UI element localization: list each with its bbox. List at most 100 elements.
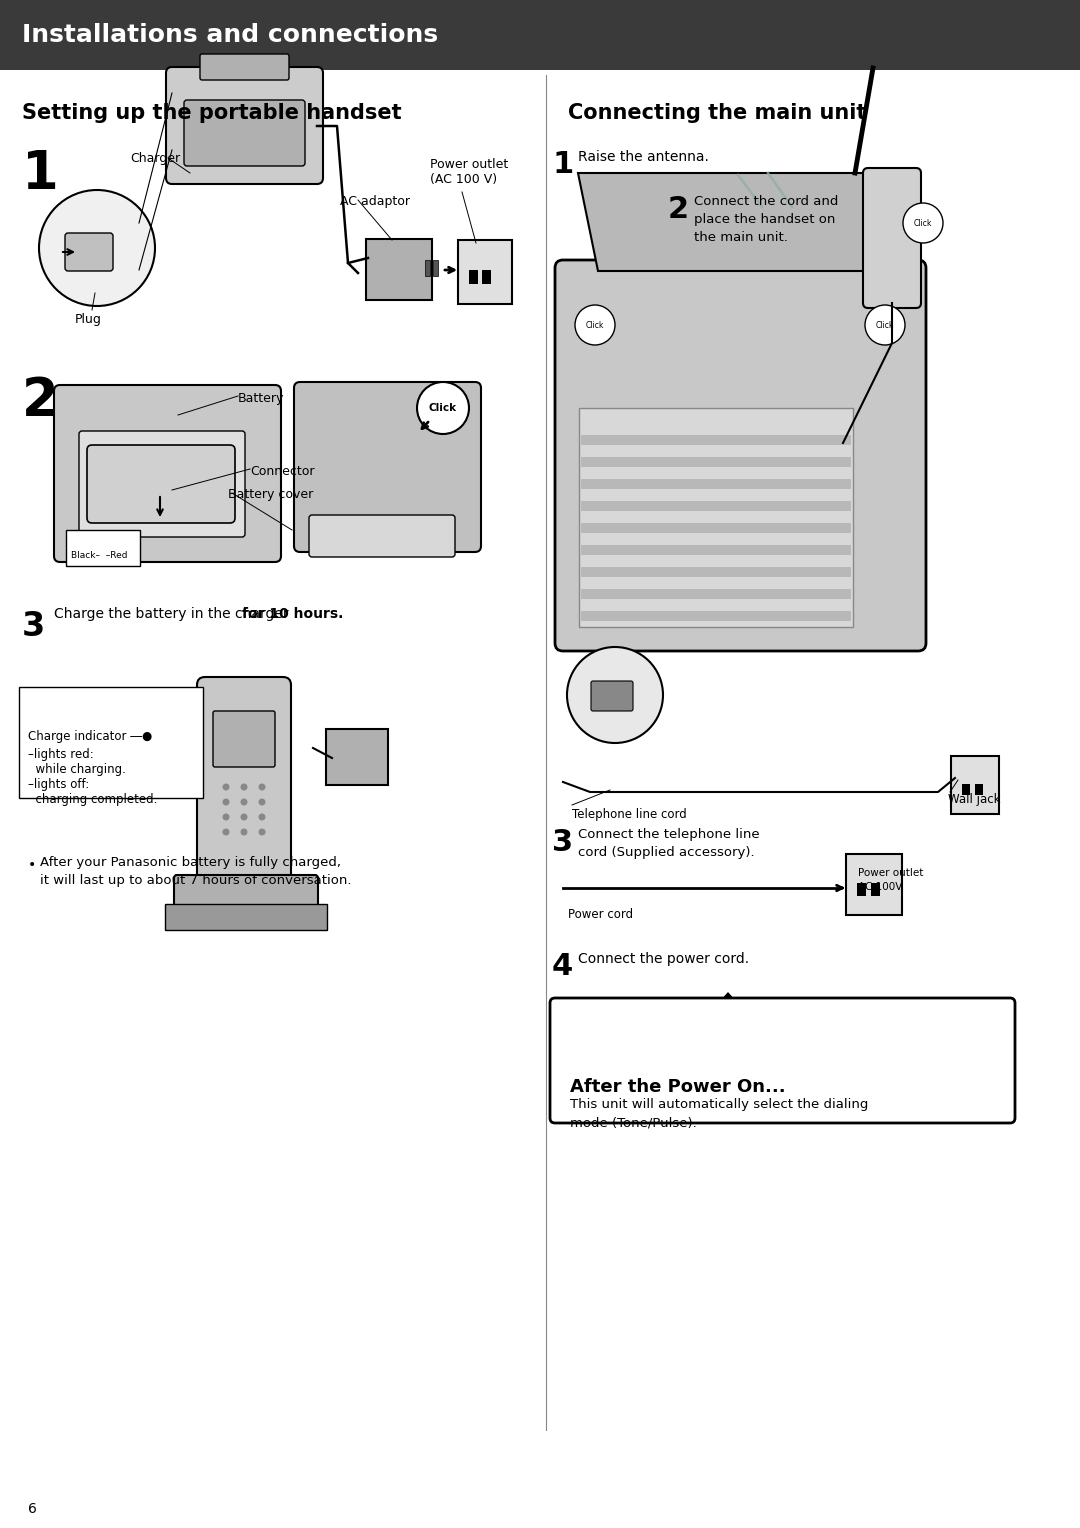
Text: Connect the power cord.: Connect the power cord. — [578, 952, 750, 966]
Text: Connect the telephone line
cord (Supplied accessory).: Connect the telephone line cord (Supplie… — [578, 828, 759, 859]
FancyBboxPatch shape — [458, 240, 512, 304]
FancyBboxPatch shape — [54, 385, 281, 562]
Text: Raise the antenna.: Raise the antenna. — [578, 150, 708, 163]
FancyBboxPatch shape — [213, 711, 275, 767]
FancyBboxPatch shape — [579, 408, 853, 626]
Text: Click: Click — [914, 219, 932, 228]
FancyBboxPatch shape — [591, 681, 633, 711]
FancyBboxPatch shape — [863, 168, 921, 309]
Text: This unit will automatically select the dialing
mode (Tone/Pulse).: This unit will automatically select the … — [570, 1099, 868, 1129]
Text: Power outlet: Power outlet — [858, 868, 923, 879]
Text: Installations and connections: Installations and connections — [22, 23, 438, 47]
Text: Black–  –Red: Black– –Red — [71, 552, 127, 559]
Text: 4: 4 — [552, 952, 573, 981]
Circle shape — [222, 813, 229, 821]
FancyBboxPatch shape — [165, 905, 327, 931]
Bar — [581, 478, 851, 489]
FancyBboxPatch shape — [309, 515, 455, 558]
Text: (AC 100 V): (AC 100 V) — [430, 173, 497, 186]
Circle shape — [258, 784, 266, 790]
Bar — [581, 501, 851, 510]
Text: –lights off:: –lights off: — [28, 778, 90, 792]
FancyBboxPatch shape — [197, 677, 291, 898]
Text: 1: 1 — [22, 148, 58, 200]
Text: for 10 hours.: for 10 hours. — [242, 607, 343, 620]
Bar — [433, 260, 438, 277]
Text: 3: 3 — [552, 828, 573, 857]
Text: Charge indicator ―●: Charge indicator ―● — [28, 730, 152, 743]
FancyBboxPatch shape — [555, 260, 926, 651]
FancyBboxPatch shape — [550, 998, 1015, 1123]
FancyBboxPatch shape — [166, 67, 323, 183]
Text: Connecting the main unit: Connecting the main unit — [568, 102, 866, 122]
Bar — [581, 523, 851, 533]
Text: Battery cover: Battery cover — [228, 487, 313, 501]
Circle shape — [241, 828, 247, 836]
FancyBboxPatch shape — [19, 688, 203, 798]
Circle shape — [222, 799, 229, 805]
FancyBboxPatch shape — [366, 238, 432, 299]
Text: charging completed.: charging completed. — [28, 793, 158, 805]
Text: •: • — [28, 859, 37, 872]
Circle shape — [241, 784, 247, 790]
Bar — [962, 784, 970, 795]
FancyBboxPatch shape — [174, 876, 318, 911]
FancyBboxPatch shape — [87, 445, 235, 523]
Text: 6: 6 — [28, 1502, 37, 1516]
Circle shape — [241, 813, 247, 821]
Text: Click: Click — [585, 321, 604, 330]
Circle shape — [575, 306, 615, 345]
Text: AC adaptor: AC adaptor — [340, 196, 410, 208]
Bar — [858, 883, 866, 895]
Bar — [723, 1010, 734, 1031]
Circle shape — [39, 189, 156, 306]
Text: Battery: Battery — [238, 393, 284, 405]
Text: After your Panasonic battery is fully charged,
it will last up to about 7 hours : After your Panasonic battery is fully ch… — [40, 856, 351, 886]
Bar — [581, 611, 851, 620]
Text: Telephone line cord: Telephone line cord — [572, 808, 687, 821]
Text: 2: 2 — [22, 374, 58, 426]
Text: Click: Click — [876, 321, 894, 330]
Circle shape — [222, 784, 229, 790]
Text: while charging.: while charging. — [28, 762, 126, 776]
FancyBboxPatch shape — [951, 756, 999, 814]
Circle shape — [258, 828, 266, 836]
Text: Setting up the portable handset: Setting up the portable handset — [22, 102, 402, 122]
Bar — [426, 260, 430, 277]
Polygon shape — [710, 992, 746, 1012]
FancyBboxPatch shape — [326, 729, 388, 785]
Text: Power outlet: Power outlet — [430, 157, 509, 171]
Text: Wall jack: Wall jack — [948, 793, 1000, 805]
Text: 2: 2 — [669, 196, 689, 225]
FancyBboxPatch shape — [79, 431, 245, 536]
FancyBboxPatch shape — [0, 0, 1080, 70]
Text: Charger: Charger — [130, 151, 180, 165]
Bar — [581, 435, 851, 445]
FancyBboxPatch shape — [200, 53, 289, 79]
Bar — [482, 270, 491, 284]
Text: After the Power On...: After the Power On... — [570, 1077, 785, 1096]
Text: Charge the battery in the charger: Charge the battery in the charger — [54, 607, 293, 620]
Text: 1: 1 — [552, 150, 573, 179]
Bar — [469, 270, 478, 284]
Text: Plug: Plug — [75, 313, 102, 325]
Circle shape — [865, 306, 905, 345]
Text: AC 100V: AC 100V — [858, 882, 903, 892]
Text: –lights red:: –lights red: — [28, 749, 94, 761]
Circle shape — [903, 203, 943, 243]
FancyBboxPatch shape — [65, 232, 113, 270]
Bar — [581, 567, 851, 578]
FancyBboxPatch shape — [846, 854, 902, 915]
FancyBboxPatch shape — [184, 99, 305, 167]
Text: 3: 3 — [22, 610, 45, 643]
Text: Connector: Connector — [249, 465, 314, 478]
Circle shape — [258, 799, 266, 805]
FancyBboxPatch shape — [294, 382, 481, 552]
Bar — [581, 545, 851, 555]
Bar — [581, 457, 851, 468]
Circle shape — [241, 799, 247, 805]
Circle shape — [417, 382, 469, 434]
Bar — [975, 784, 983, 795]
Text: Click: Click — [429, 403, 457, 413]
Polygon shape — [578, 173, 897, 270]
